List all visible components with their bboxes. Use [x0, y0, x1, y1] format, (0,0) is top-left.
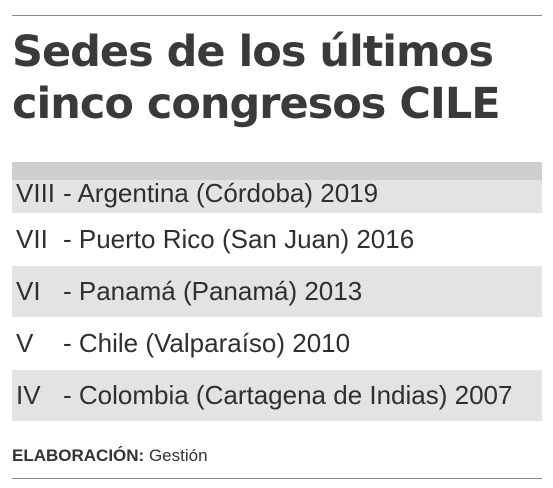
venues-list: VIII - Argentina (Córdoba) 2019 VII - Pu…: [12, 162, 542, 422]
list-item: VIII - Argentina (Córdoba) 2019: [12, 162, 542, 214]
list-item: IV - Colombia (Cartagena de Indias) 2007: [12, 370, 542, 422]
list-item: VII - Puerto Rico (San Juan) 2016: [12, 214, 542, 266]
top-rule: [12, 15, 542, 16]
bottom-rule: [12, 478, 542, 479]
list-item: VI - Panamá (Panamá) 2013: [12, 266, 542, 318]
venue-text: - Colombia (Cartagena de Indias) 2007: [63, 380, 513, 410]
list-item: V - Chile (Valparaíso) 2010: [12, 318, 542, 370]
congress-numeral: IV: [16, 380, 41, 410]
venue-text: - Puerto Rico (San Juan) 2016: [63, 224, 415, 254]
credit-source: Gestión: [148, 446, 208, 465]
title-line-2: cinco congresos CILE: [12, 79, 501, 129]
venue-text: - Argentina (Córdoba) 2019: [63, 178, 379, 208]
page-title: Sedes de los últimos cinco congresos CIL…: [12, 26, 542, 130]
credit-label: ELABORACIÓN:: [12, 446, 145, 465]
congress-numeral: VII: [16, 224, 48, 254]
congress-numeral: V: [16, 328, 34, 358]
congress-numeral: VI: [16, 276, 41, 306]
venue-text: - Panamá (Panamá) 2013: [63, 276, 363, 306]
title-line-1: Sedes de los últimos: [12, 27, 494, 77]
venue-text: - Chile (Valparaíso) 2010: [63, 328, 351, 358]
congress-numeral: VIII: [16, 178, 56, 208]
source-credit: ELABORACIÓN: Gestión: [12, 446, 208, 466]
